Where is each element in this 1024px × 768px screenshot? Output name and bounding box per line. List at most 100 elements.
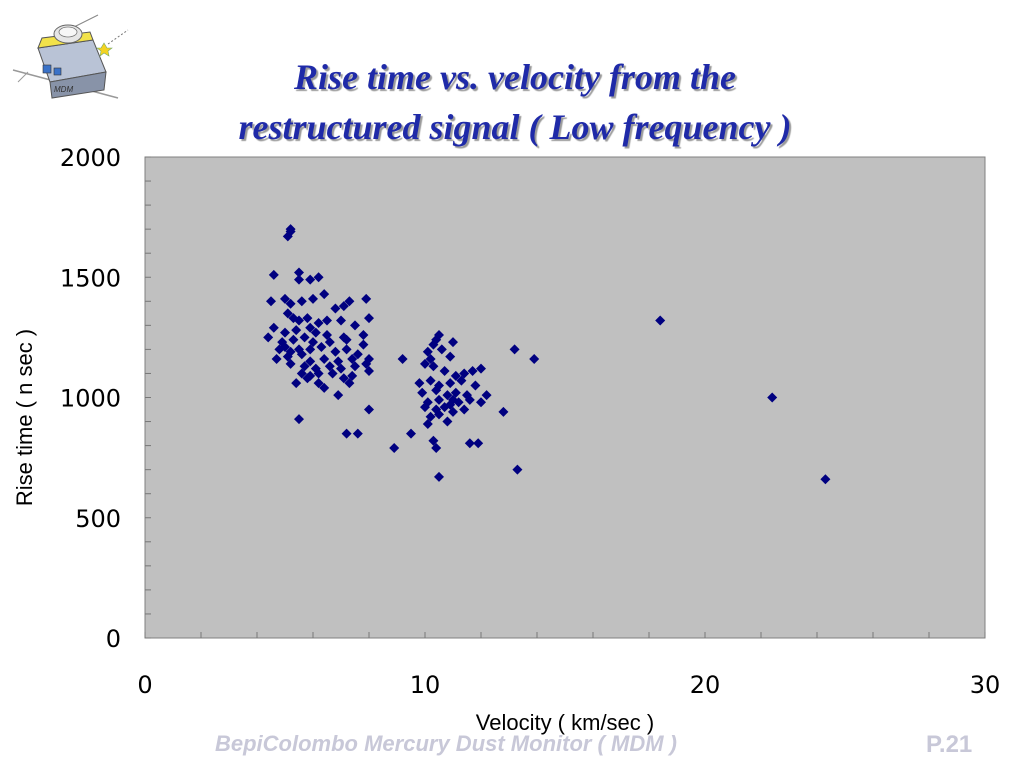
data-point — [350, 361, 360, 372]
data-point — [406, 428, 416, 439]
data-point — [397, 354, 408, 365]
data-point — [464, 438, 475, 449]
data-point — [476, 397, 486, 408]
data-point — [313, 368, 324, 379]
data-point — [302, 373, 313, 384]
data-point — [285, 358, 296, 369]
data-point — [282, 351, 293, 362]
data-point — [434, 394, 444, 405]
page-number: P.21 — [926, 731, 973, 758]
data-point — [291, 378, 302, 389]
data-point — [280, 293, 290, 304]
data-point — [324, 337, 335, 348]
data-point — [291, 325, 302, 336]
data-point — [470, 380, 481, 391]
data-point — [308, 293, 318, 304]
data-point — [456, 375, 467, 386]
data-point — [422, 346, 433, 357]
data-point — [316, 341, 327, 352]
data-point — [417, 387, 428, 398]
data-point — [338, 301, 349, 312]
data-point — [313, 317, 324, 328]
data-point — [473, 438, 484, 449]
data-point — [431, 385, 442, 396]
data-point — [313, 378, 324, 389]
y-tick-label: 500 — [75, 505, 121, 533]
satellite-icon — [12, 14, 129, 99]
data-point — [305, 344, 316, 355]
data-point — [459, 368, 470, 379]
data-point — [322, 315, 332, 326]
data-point — [448, 406, 458, 417]
data-point — [364, 366, 374, 377]
data-point — [420, 358, 430, 369]
data-point — [294, 315, 304, 326]
data-point — [271, 354, 282, 365]
data-point — [425, 354, 436, 365]
data-point — [512, 464, 523, 475]
slide-title-line1: Rise time vs. velocity from the — [294, 57, 736, 97]
data-point — [428, 435, 439, 446]
y-tick-label: 2000 — [60, 144, 121, 172]
data-point — [333, 390, 344, 401]
data-point — [425, 411, 436, 422]
y-axis-label: Rise time ( n sec ) — [12, 329, 37, 506]
mdm-satellite-logo: MDM — [12, 14, 129, 99]
data-point — [448, 337, 458, 348]
data-point — [820, 474, 831, 485]
x-axis-label: Velocity ( km/sec ) — [476, 710, 654, 735]
slide-title: Rise time vs. velocity from the restruct… — [110, 52, 920, 152]
data-point — [481, 390, 492, 401]
data-point — [296, 349, 307, 360]
data-point — [529, 354, 540, 365]
data-point — [302, 313, 313, 324]
data-point — [347, 354, 358, 365]
y-tick-label: 1000 — [60, 385, 121, 413]
data-point — [347, 370, 358, 381]
data-point — [434, 471, 444, 482]
data-point — [498, 406, 509, 417]
data-point — [414, 378, 425, 389]
data-point — [361, 358, 372, 369]
data-point — [280, 327, 290, 338]
data-point — [333, 356, 344, 367]
data-point — [364, 313, 374, 324]
data-point — [299, 332, 310, 343]
data-point — [319, 289, 330, 300]
data-point — [352, 349, 363, 360]
logo-label: MDM — [54, 85, 73, 94]
data-point — [341, 428, 352, 439]
data-point — [285, 298, 296, 309]
data-point — [294, 414, 304, 425]
data-point — [350, 320, 360, 331]
data-point — [266, 296, 276, 307]
data-point — [464, 394, 475, 405]
data-point — [352, 428, 363, 439]
y-minor-ticks — [145, 156, 151, 639]
data-point — [364, 404, 374, 415]
data-point — [450, 370, 461, 381]
data-point — [338, 373, 349, 384]
data-points — [263, 224, 831, 485]
data-point — [442, 416, 453, 427]
data-point — [285, 226, 296, 237]
data-point — [450, 387, 461, 398]
x-tick-label: 30 — [970, 671, 1001, 699]
y-tick-labels: 0 500 1000 1500 2000 — [60, 144, 121, 653]
data-point — [305, 322, 316, 333]
data-point — [436, 344, 447, 355]
data-point — [268, 322, 279, 333]
data-point — [296, 296, 307, 307]
data-point — [330, 346, 341, 357]
data-point — [341, 344, 352, 355]
data-point — [434, 329, 444, 340]
data-point — [453, 397, 464, 408]
data-point — [324, 361, 335, 372]
data-point — [296, 368, 307, 379]
x-tick-label: 10 — [410, 671, 441, 699]
data-point — [434, 409, 444, 420]
x-tick-labels: 0 10 20 30 — [137, 671, 1000, 699]
footer-text: BepiColombo Mercury Dust Monitor ( MDM ) — [215, 731, 677, 756]
data-point — [299, 361, 310, 372]
